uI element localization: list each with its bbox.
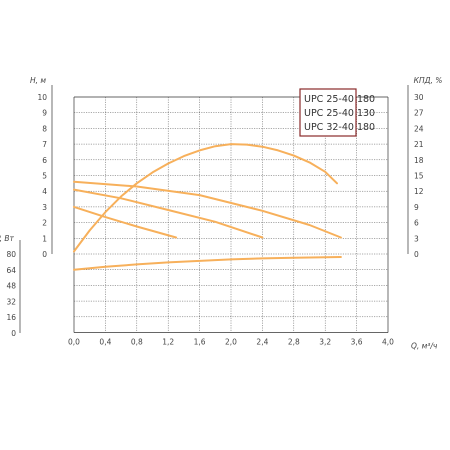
- x-tick-label: 3,2: [319, 338, 331, 347]
- head-tick-label: 0: [42, 250, 47, 259]
- power-curve-4: [73, 256, 342, 271]
- efficiency-axis-title: КПД, %: [414, 76, 443, 85]
- head-tick-label: 8: [42, 124, 47, 133]
- x-tick-label: 0,8: [131, 338, 143, 347]
- head-tick-label: 6: [42, 156, 47, 165]
- curves: [73, 143, 342, 271]
- head-curve-2: [73, 205, 178, 239]
- legend: UPC 25-40 180 UPC 25-40 130 UPC 32-40 180: [299, 88, 375, 137]
- head-curve-1: [73, 188, 264, 239]
- head-tick-label: 7: [42, 140, 47, 149]
- x-axis-title: Q, м³/ч: [411, 342, 438, 351]
- head-axis-title: H, м: [30, 76, 46, 85]
- power-tick-label: 0: [11, 329, 16, 338]
- head-tick-label: 4: [42, 187, 47, 196]
- x-tick-label: 0,4: [99, 338, 111, 347]
- power-tick-label: 16: [6, 313, 16, 322]
- efficiency-curve-3: [73, 143, 338, 253]
- head-curve-0: [73, 180, 342, 239]
- efficiency-tick-label: 0: [414, 250, 419, 259]
- legend-item: UPC 25-40 130: [304, 108, 375, 119]
- power-tick-label: 48: [6, 282, 16, 291]
- efficiency-tick-label: 6: [414, 219, 419, 228]
- power-tick-label: 80: [6, 250, 16, 259]
- legend-box: [299, 88, 357, 137]
- power-axis-title: P, Вт: [0, 234, 15, 243]
- x-tick-label: 2,8: [288, 338, 300, 347]
- efficiency-tick-label: 30: [414, 93, 424, 102]
- x-tick-label: 2,4: [256, 338, 268, 347]
- head-tick-label: 5: [42, 172, 47, 181]
- x-tick-label: 3,6: [351, 338, 363, 347]
- head-tick-label: 3: [42, 203, 47, 212]
- legend-item: UPC 25-40 180: [304, 94, 375, 105]
- efficiency-tick-label: 12: [414, 187, 424, 196]
- x-tick-label: 2,0: [225, 338, 237, 347]
- legend-item: UPC 32-40 180: [304, 122, 375, 133]
- efficiency-tick-label: 24: [414, 124, 424, 133]
- head-tick-label: 1: [42, 234, 47, 243]
- efficiency-tick-label: 15: [414, 172, 424, 181]
- axes: 0,0 0,4 0,8 1,2 1,6 2,0 2,4 2,8 3,2 3,6 4,0 Q, м³/ч…: [0, 76, 442, 351]
- efficiency-tick-label: 21: [414, 140, 424, 149]
- x-tick-label: 1,2: [162, 338, 174, 347]
- power-tick-label: 64: [6, 266, 16, 275]
- efficiency-tick-label: 3: [414, 234, 419, 243]
- efficiency-tick-label: 9: [414, 203, 419, 212]
- head-tick-label: 10: [37, 93, 47, 102]
- x-tick-label: 4,0: [382, 338, 394, 347]
- x-tick-label: 1,6: [194, 338, 206, 347]
- efficiency-tick-label: 27: [414, 109, 424, 118]
- x-tick-label: 0,0: [68, 338, 80, 347]
- head-tick-label: 2: [42, 219, 47, 228]
- efficiency-tick-label: 18: [414, 156, 424, 165]
- power-tick-label: 32: [6, 297, 16, 306]
- head-tick-label: 9: [42, 109, 47, 118]
